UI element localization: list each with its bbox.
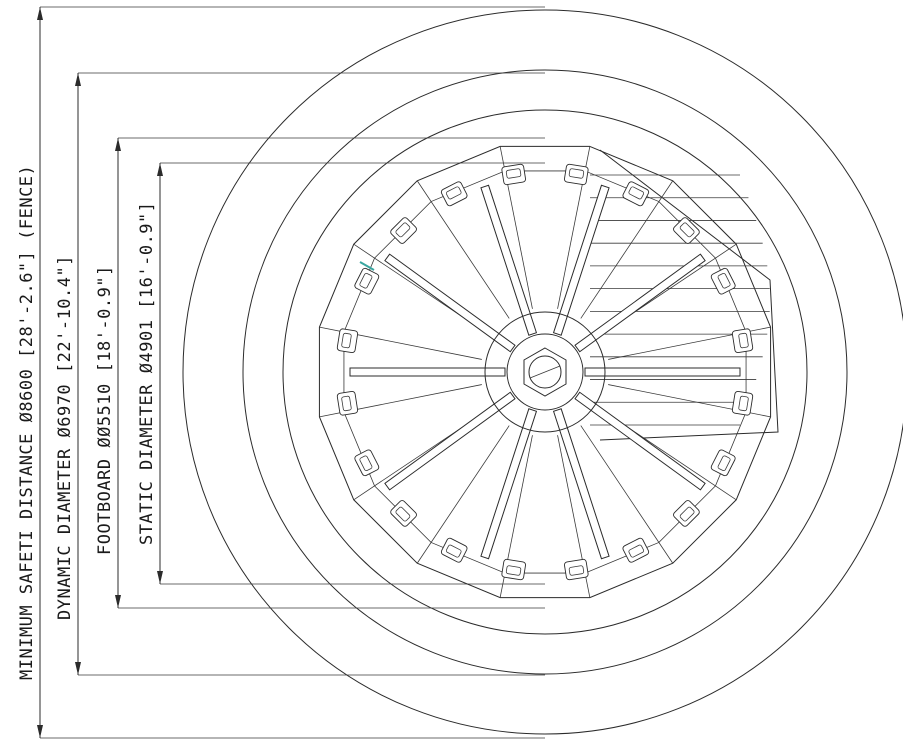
radial-beam <box>349 367 506 377</box>
platform-segment-line <box>580 425 674 564</box>
radial-beam <box>584 367 741 377</box>
seat <box>440 537 468 563</box>
seat <box>731 328 754 354</box>
dynamic-diameter-circle <box>242 69 848 675</box>
seat <box>390 500 417 527</box>
seat <box>673 217 700 244</box>
seat <box>336 328 359 354</box>
static-diameter-label: STATIC DIAMETER Ø4901 [16'-0.9"] <box>137 201 157 545</box>
seat <box>622 537 650 563</box>
footboard-label: FOOTBOARD ØØ5510 [18'-0.9"] <box>95 265 115 555</box>
seat <box>501 558 527 581</box>
radial-beams <box>349 184 741 560</box>
dynamic-diameter-label: DYNAMIC DIAMETER Ø6970 [22'-10.4"] <box>55 255 75 620</box>
safety-distance-circle <box>182 9 903 735</box>
radial-beam <box>552 408 610 560</box>
stair-outline <box>599 149 779 441</box>
seat <box>354 267 380 295</box>
seat <box>336 390 359 416</box>
accent-mark <box>359 261 375 271</box>
seat <box>731 390 754 416</box>
seat <box>673 500 700 527</box>
center-hub <box>484 311 606 433</box>
seat <box>354 449 380 477</box>
seat <box>710 449 736 477</box>
radial-beam <box>552 184 610 336</box>
seat <box>563 163 589 186</box>
radial-beam <box>574 253 706 353</box>
seat <box>622 181 650 207</box>
outline-circles <box>182 9 903 735</box>
seats <box>336 163 754 581</box>
radial-beam <box>384 253 516 353</box>
radial-beam <box>480 408 538 560</box>
seat <box>563 558 589 581</box>
footboard-circle <box>282 109 808 635</box>
platform-segment-line <box>580 180 674 319</box>
seat <box>501 163 527 186</box>
radial-beam <box>480 184 538 336</box>
seat <box>710 267 736 295</box>
platform-segment-line <box>416 180 510 319</box>
seat <box>440 181 468 207</box>
radial-beam <box>384 391 516 491</box>
safety-distance-label: MINIMUM SAFETI DISTANCE Ø8600 [28'-2.6"]… <box>17 165 37 680</box>
platform-segment-line <box>416 425 510 564</box>
dimension-labels: MINIMUM SAFETI DISTANCE Ø8600 [28'-2.6"]… <box>17 165 157 680</box>
seat <box>390 217 417 244</box>
radial-beam <box>574 391 706 491</box>
dimension-lines <box>37 6 545 739</box>
